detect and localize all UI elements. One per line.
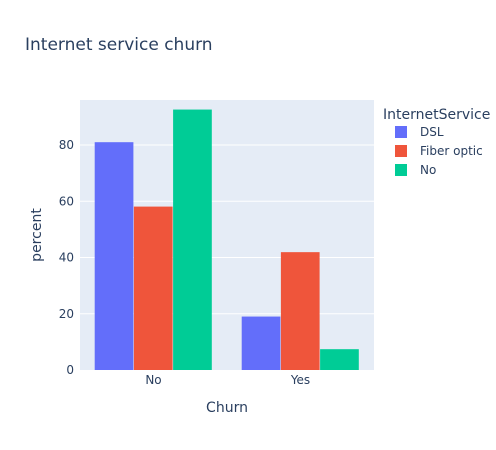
bar-dsl-yes [241,316,281,370]
y-tick-label: 0 [66,363,74,377]
bar-no-yes [320,349,359,370]
chart-title: Internet service churn [25,35,213,55]
legend-swatch [395,126,407,138]
y-tick-labels: 0 20 40 60 80 [59,138,74,377]
bars [94,109,359,370]
legend-label: No [420,163,436,177]
y-tick-label: 60 [59,194,74,208]
legend-swatch [395,145,407,157]
legend-label: Fiber optic [420,144,483,158]
bar-fiber-optic-no [133,206,173,370]
legend-title: InternetService [383,107,490,123]
x-axis-title: Churn [206,400,248,416]
y-axis-title: percent [29,208,45,262]
x-tick-labels: No Yes [145,373,310,387]
legend: InternetService DSL Fiber optic No [383,107,490,177]
bar-fiber-optic-yes [280,252,320,370]
y-tick-label: 80 [59,138,74,152]
y-tick-label: 20 [59,307,74,321]
bar-no-no [173,109,212,370]
bar-dsl-no [94,142,134,370]
legend-swatch [395,164,407,176]
y-tick-label: 40 [59,251,74,265]
legend-label: DSL [420,125,444,139]
x-tick-label: No [145,373,161,387]
x-tick-label: Yes [290,373,310,387]
